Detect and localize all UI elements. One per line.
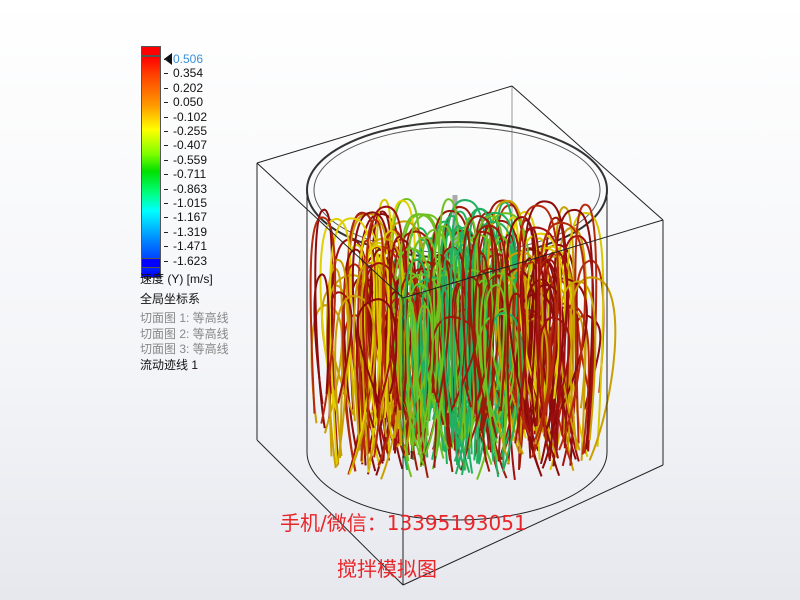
- flow-trajectory-line: [415, 304, 434, 454]
- flow-trajectory-line: [365, 218, 386, 458]
- legend-tick: 0.202: [163, 81, 207, 95]
- flow-trajectory-line: [517, 204, 559, 440]
- legend-tick: -0.863: [163, 181, 208, 196]
- legend-tick: -1.167: [163, 210, 208, 225]
- legend-tick: -1.319: [163, 224, 208, 239]
- cut-plot-label[interactable]: 切面图 1: 等高线: [140, 311, 229, 325]
- flow-trajectory-line: [461, 215, 498, 401]
- flow-trajectory-line: [479, 272, 521, 423]
- flow-trajectory-line: [473, 270, 492, 434]
- flow-trajectory-line: [313, 273, 330, 405]
- cut-plot-label[interactable]: 切面图 3: 等高线: [140, 342, 229, 356]
- legend-color-bar: [141, 56, 161, 278]
- cut-plot-label[interactable]: 切面图 2: 等高线: [140, 326, 229, 341]
- flow-trajectory-line: [441, 247, 464, 432]
- flow-trajectory-line: [309, 216, 337, 424]
- quantity-label: 速度 (Y) [m/s]: [140, 272, 213, 286]
- legend-tick: -0.255: [163, 124, 208, 139]
- legend-ticks: 0.506 0.354 0.202 0.050 -0.102 -0.255 -0…: [163, 52, 208, 268]
- legend-tick: -0.559: [163, 152, 208, 167]
- legend-labels: 速度 (Y) [m/s] 全局坐标系 切面图 1: 等高线 切面图 2: 等高线…: [140, 272, 229, 373]
- flow-trajectory-line: [319, 218, 353, 416]
- legend-tick: -0.407: [163, 138, 208, 153]
- legend-tick: -0.711: [163, 167, 207, 182]
- flow-trajectory-line: [506, 292, 527, 444]
- legend-tick: -1.015: [163, 196, 208, 211]
- legend-tick: -1.623: [163, 253, 208, 268]
- flow-trajectories: [309, 198, 617, 481]
- flow-trajectory-line: [574, 203, 598, 454]
- flow-trajectory-line: [334, 294, 376, 467]
- flow-trajectory-line: [398, 273, 444, 467]
- flow-trajectory-line: [505, 216, 538, 403]
- flow-trajectory-label[interactable]: 流动迹线 1: [140, 357, 199, 372]
- flow-trajectory-line: [496, 251, 544, 455]
- contact-overlay-text: 手机/微信：13395193051: [280, 511, 527, 535]
- legend-max-cap: [141, 46, 161, 56]
- flow-trajectory-line: [406, 282, 434, 456]
- legend-tick: 0.506: [163, 52, 207, 66]
- legend-tick: -1.471: [163, 239, 208, 254]
- legend-tick: 0.354: [163, 66, 207, 80]
- coordinate-system-label: 全局坐标系: [140, 291, 201, 306]
- flow-trajectory-line: [404, 258, 430, 425]
- legend-pointer-icon[interactable]: [164, 53, 172, 65]
- flow-trajectory-line: [356, 298, 398, 405]
- caption-overlay-text: 搅拌模拟图: [337, 557, 437, 581]
- legend-min-cap: [141, 258, 161, 268]
- flow-trajectory-line: [558, 280, 597, 451]
- flow-trajectory-line: [409, 236, 440, 423]
- flow-trajectory-line: [375, 198, 393, 416]
- flow-trajectory-line: [428, 253, 451, 404]
- legend-tick: 0.050: [163, 95, 207, 109]
- tank-front-edges: [256, 162, 664, 586]
- legend-tick: -0.102: [163, 109, 208, 124]
